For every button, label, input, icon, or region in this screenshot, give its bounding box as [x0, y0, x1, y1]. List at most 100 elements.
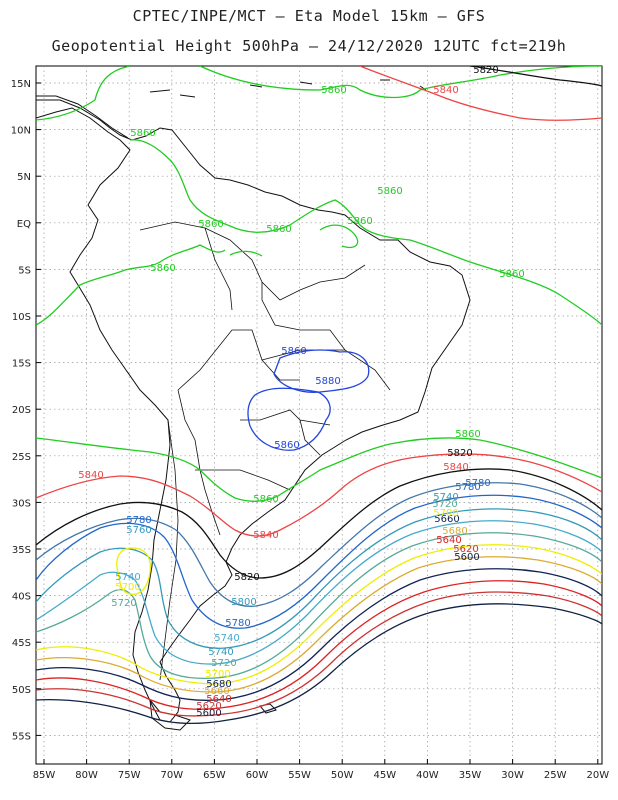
map-title-line-2: Geopotential Height 500hPa – 24/12/2020 … [51, 37, 567, 55]
lat-label: 40S [12, 592, 31, 603]
contour-label: 5880 [315, 376, 340, 387]
lat-label: 10N [11, 126, 31, 137]
lat-label: 45S [12, 638, 31, 649]
contour-5860-inner-high [273, 349, 370, 393]
contour-label: 5860 [253, 494, 278, 505]
contour-label: 5820 [473, 65, 498, 76]
contour-label: 5860 [281, 346, 306, 357]
lat-label: 35S [12, 545, 31, 556]
contour-label: 5600 [454, 552, 479, 563]
lat-label: 10S [12, 312, 31, 323]
map-frame [35, 65, 603, 765]
contour-5860-north-loop [36, 244, 226, 326]
contour-5820-north [469, 66, 602, 87]
contour-label: 5720 [111, 598, 136, 609]
map-title-line-1: CPTEC/INPE/MCT – Eta Model 15km – GFS [132, 7, 486, 25]
lat-label: 30S [12, 498, 31, 509]
lon-label: 70W [160, 770, 183, 781]
latitude-labels: 15N 10N 5N EQ 5S 10S 15S 20S 25S 30S 35S 40S 45S 50S 5… [11, 79, 31, 742]
contour-label: 5860 [266, 224, 291, 235]
lon-label: 40W [416, 770, 439, 781]
contour-label: 5680 [442, 526, 467, 537]
lat-label: 15S [12, 359, 31, 370]
contour-5680 [36, 556, 602, 693]
south-america-coastline [36, 99, 471, 723]
contour-label: 5860 [377, 186, 402, 197]
contour-5720 [36, 532, 602, 680]
contour-label: 5620 [196, 701, 221, 712]
contour-5640 [36, 580, 602, 710]
contour-label: 5780 [126, 515, 151, 526]
contour-5860-amazon-loop [229, 224, 359, 257]
lat-label: 50S [12, 685, 31, 696]
caribbean-islands [149, 79, 427, 98]
contour-5600 [36, 603, 602, 725]
contour-label: 5700 [115, 582, 140, 593]
contour-label: 5860 [130, 128, 155, 139]
contour-5860-south [36, 437, 602, 502]
lon-label: 45W [373, 770, 396, 781]
contour-label: 5740 [433, 492, 458, 503]
lon-label: 50W [331, 770, 354, 781]
lat-label: 5N [17, 172, 31, 183]
contour-label: 5840 [443, 462, 468, 473]
contour-label: 5640 [436, 535, 461, 546]
lat-label: 15N [11, 79, 31, 90]
lon-label: 85W [33, 770, 56, 781]
contour-label: 5780 [455, 482, 480, 493]
contour-label: 5680 [206, 679, 231, 690]
contour-label: 5860 [198, 219, 223, 230]
contour-label: 5700 [205, 669, 230, 680]
contour-label: 5760 [126, 525, 151, 536]
contour-label: 5820 [447, 448, 472, 459]
contour-5780 [36, 494, 602, 629]
contour-label: 5780 [465, 478, 490, 489]
contour-label: 5840 [78, 470, 103, 481]
contour-label: 5860 [274, 440, 299, 451]
lon-label: 55W [288, 770, 311, 781]
contour-label: 5720 [211, 658, 236, 669]
contour-5760 [36, 508, 602, 649]
contour-5840-north [359, 66, 602, 121]
contour-5660 [36, 568, 602, 701]
contour-label: 5600 [196, 708, 221, 719]
contour-label: 5660 [204, 686, 229, 697]
contour-label: 5780 [225, 618, 250, 629]
contour-5800 [36, 482, 602, 607]
contour-label: 5860 [499, 269, 524, 280]
contour-label: 5800 [231, 597, 256, 608]
contour-5860-north [36, 66, 602, 326]
contour-label: 5640 [206, 694, 231, 705]
contour-label: 5620 [453, 544, 478, 555]
central-america-coastline [36, 95, 129, 139]
height-contours [36, 66, 602, 725]
contour-5840-south [36, 453, 602, 537]
contour-label: 5740 [115, 572, 140, 583]
graticule [36, 66, 602, 764]
lon-label: 30W [501, 770, 524, 781]
contour-label: 5700 [433, 508, 458, 519]
contour-label: 5660 [434, 514, 459, 525]
lat-label: 20S [12, 405, 31, 416]
contour-label: 5860 [321, 85, 346, 96]
lon-label: 25W [544, 770, 567, 781]
contour-label: 5840 [253, 530, 278, 541]
contour-label: 5860 [455, 429, 480, 440]
contour-5820 [36, 468, 602, 579]
lat-label: EQ [17, 219, 31, 230]
longitude-labels: 85W 80W 75W 70W 65W 60W 55W 50W 45W 40W 35W 30W 25W 2… [33, 770, 610, 781]
lon-label: 80W [75, 770, 98, 781]
contour-5700 [36, 544, 602, 685]
lat-label: 25S [12, 452, 31, 463]
contour-label: 5840 [433, 85, 458, 96]
lon-label: 60W [246, 770, 269, 781]
lon-label: 20W [586, 770, 609, 781]
contour-label: 5860 [347, 216, 372, 227]
lat-label: 55S [12, 731, 31, 742]
lat-label: 5S [18, 265, 31, 276]
contour-labels: 5820 5840 5860 5860 5860 5860 5860 5860 5860 5860… [78, 65, 524, 719]
lon-label: 65W [203, 770, 226, 781]
contour-label: 5740 [208, 647, 233, 658]
contour-label: 5720 [432, 499, 457, 510]
